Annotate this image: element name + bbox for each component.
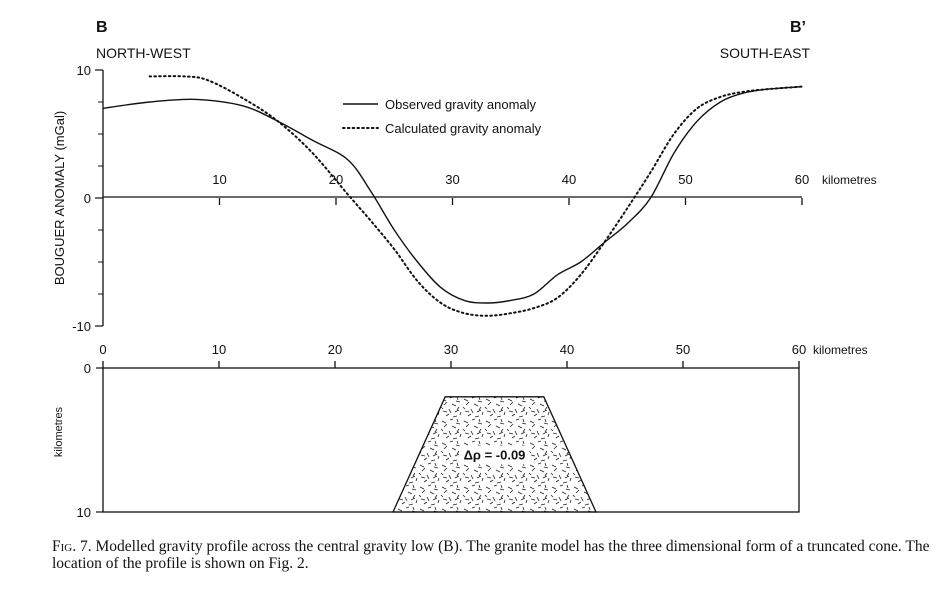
y-axis-label: BOUGUER ANOMALY (mGal) (52, 111, 67, 285)
y-tick-label: 0 (84, 191, 91, 206)
model-depth-ticks: 0 10 (77, 361, 103, 520)
observed-anomaly-series (102, 85, 803, 304)
direction-northwest-label: NORTH-WEST (96, 45, 191, 61)
x-tick-label: 60 (795, 172, 809, 187)
model-x-tick-label: 40 (560, 342, 574, 357)
profile-end-label: B’ (790, 19, 806, 36)
model-x-tick-label: 50 (676, 342, 690, 357)
legend-observed-label: Observed gravity anomaly (385, 97, 537, 112)
y-axis-ticks: 10 0 -10 (72, 63, 103, 334)
caption-text: Modelled gravity profile across the cent… (52, 538, 930, 572)
calculated-anomaly-series (148, 75, 803, 317)
depth-axis-label: kilometres (53, 406, 65, 457)
x-axis-ticks: 10 20 30 40 50 60 (212, 172, 809, 205)
model-x-tick-label: 0 (99, 342, 106, 357)
x-tick-label: 10 (212, 172, 226, 187)
x-tick-label: 30 (445, 172, 459, 187)
figure-caption: Fig. 7. Modelled gravity profile across … (52, 538, 932, 572)
model-x-tick-label: 10 (212, 342, 226, 357)
caption-figure-number: Fig. 7. (52, 538, 92, 555)
density-label-background (459, 445, 530, 465)
profile-start-label: B (96, 19, 108, 36)
y-tick-label: -10 (72, 319, 91, 334)
x-tick-label: 50 (678, 172, 692, 187)
model-x-tick-label: 20 (328, 342, 342, 357)
legend-calculated-label: Calculated gravity anomaly (385, 121, 542, 136)
direction-southeast-label: SOUTH-EAST (720, 45, 811, 61)
x-tick-label: 40 (562, 172, 576, 187)
legend: Observed gravity anomaly Calculated grav… (342, 97, 542, 136)
model-x-tick-label: 60 (792, 342, 806, 357)
anomaly-profile-panel: B B’ NORTH-WEST SOUTH-EAST BOUGUER ANOMA… (52, 19, 877, 334)
x-axis-unit-label: kilometres (822, 173, 877, 187)
y-tick-label: 10 (77, 63, 91, 78)
model-x-axis-ticks: 0 10 20 30 40 50 60 (99, 342, 806, 368)
model-section-panel: kilometres 0 10 20 30 40 50 60 010 kilometres … (53, 342, 868, 520)
model-depth-tick-label: 10 (77, 505, 91, 520)
model-x-axis-unit-label: kilometres (813, 343, 868, 357)
model-x-tick-label: 30 (444, 342, 458, 357)
model-depth-tick-label: 0 (84, 361, 91, 376)
density-contrast-label: Δρ = -0.09 (464, 447, 526, 462)
